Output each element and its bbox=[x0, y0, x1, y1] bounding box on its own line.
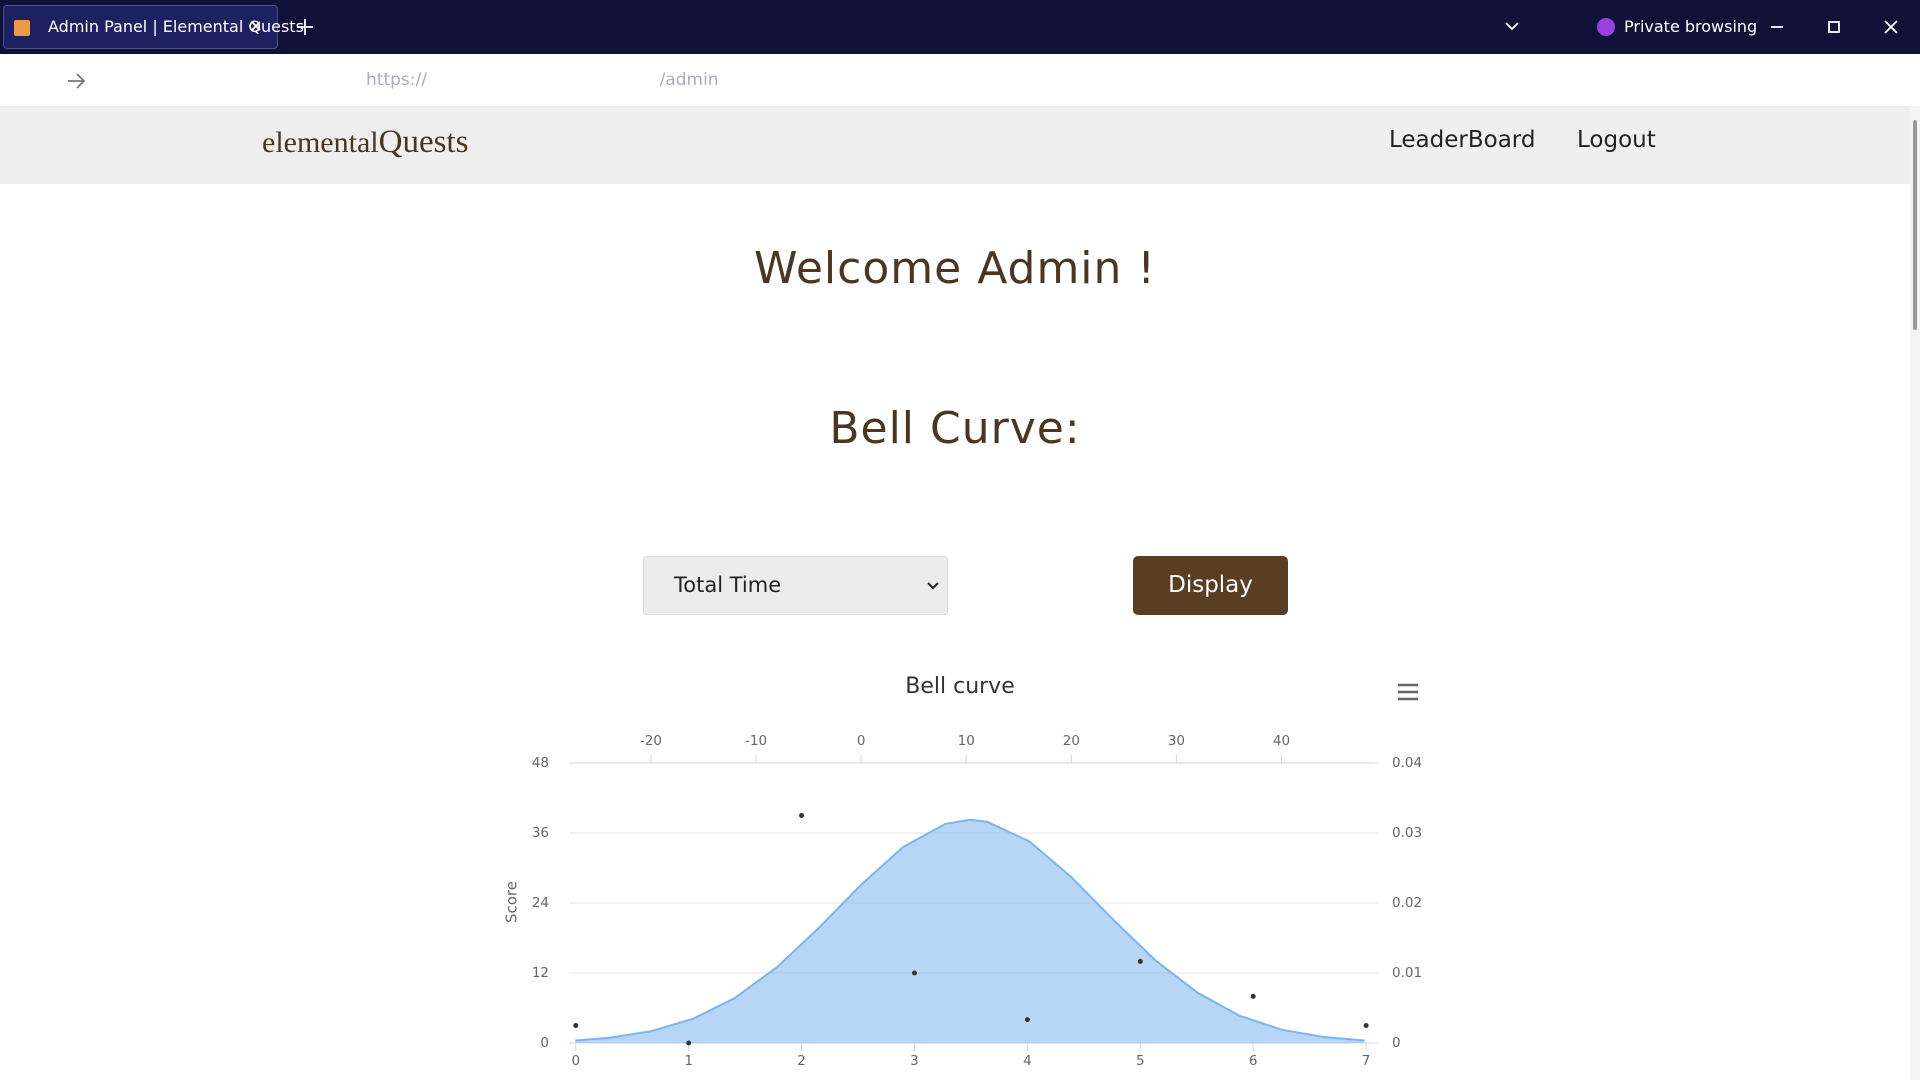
y2-tick-label: 0 bbox=[1392, 1035, 1401, 1051]
logo[interactable]: elementalQuests bbox=[262, 124, 468, 161]
y-tick-label: 24 bbox=[532, 895, 549, 911]
x2-tick-label: -20 bbox=[640, 733, 662, 749]
y2-tick-label: 0.04 bbox=[1392, 755, 1422, 771]
scroll-thumb[interactable] bbox=[1913, 120, 1917, 330]
score-point bbox=[1250, 993, 1256, 999]
logo-bold: Quests bbox=[378, 124, 469, 160]
x2-tick-label: 40 bbox=[1273, 733, 1290, 749]
x-tick-label: 4 bbox=[1023, 1053, 1032, 1069]
reload[interactable] bbox=[111, 68, 129, 88]
display-button[interactable]: Display bbox=[1133, 556, 1288, 615]
x2-tick-label: -10 bbox=[745, 733, 767, 749]
score-point bbox=[1363, 1023, 1369, 1028]
browser-icons bbox=[14, 18, 1898, 94]
forward bbox=[68, 73, 86, 89]
extensions[interactable] bbox=[1838, 72, 1852, 91]
x2-tick-label: 20 bbox=[1063, 733, 1080, 749]
close-window[interactable] bbox=[1884, 20, 1898, 34]
downloads[interactable] bbox=[1746, 72, 1762, 90]
nav-link[interactable]: Logout bbox=[1577, 127, 1656, 153]
bookmark[interactable] bbox=[1510, 69, 1534, 94]
chart: Bell curve Score 01224364800.010.020.030… bbox=[503, 674, 1423, 1069]
y2-tick-label: 0.02 bbox=[1392, 895, 1422, 911]
url-scheme: https:// bbox=[366, 70, 427, 90]
y2-tick-label: 0.03 bbox=[1392, 825, 1422, 841]
select-arrow bbox=[927, 582, 939, 590]
restore[interactable] bbox=[1828, 21, 1840, 33]
scrollbar[interactable] bbox=[1910, 106, 1920, 1080]
new-tab[interactable] bbox=[297, 19, 313, 35]
url-path: /admin bbox=[659, 70, 719, 90]
x-tick-label: 2 bbox=[797, 1053, 806, 1069]
private-label: Private browsing bbox=[1624, 17, 1758, 36]
tab-title: Admin Panel | Elemental Quests bbox=[48, 17, 304, 36]
x-tick-label: 7 bbox=[1362, 1053, 1371, 1069]
y-tick-label: 0 bbox=[540, 1035, 549, 1051]
shield[interactable] bbox=[300, 71, 318, 91]
url[interactable]: https://elemental-quests.glitch.me/admin bbox=[366, 61, 719, 100]
x-tick-label: 1 bbox=[684, 1053, 693, 1069]
score-point bbox=[573, 1023, 579, 1028]
x2-tick-label: 30 bbox=[1168, 733, 1185, 749]
x2-tick-label: 0 bbox=[857, 733, 866, 749]
bell-line bbox=[575, 818, 1365, 1042]
lock[interactable] bbox=[337, 79, 351, 91]
y-tick-label: 48 bbox=[532, 755, 549, 771]
chart-title: Bell curve bbox=[905, 674, 1014, 699]
x-tick-label: 5 bbox=[1136, 1053, 1145, 1069]
x-tick-label: 6 bbox=[1249, 1053, 1258, 1069]
x-tick-label: 3 bbox=[910, 1053, 919, 1069]
logo-light: elemental bbox=[262, 126, 379, 159]
tab-list[interactable] bbox=[1505, 22, 1519, 31]
score-point bbox=[911, 970, 917, 976]
tab-favicon bbox=[14, 20, 30, 36]
score-point bbox=[686, 1040, 692, 1046]
y-tick-label: 36 bbox=[532, 825, 549, 841]
score-point bbox=[799, 813, 805, 818]
score-point bbox=[1024, 1017, 1030, 1023]
site-header bbox=[0, 106, 1910, 184]
y2-tick-label: 0.01 bbox=[1392, 965, 1422, 981]
fullscreen[interactable] bbox=[1703, 73, 1719, 89]
menu[interactable] bbox=[1881, 74, 1897, 88]
nav-link[interactable]: LeaderBoard bbox=[1389, 127, 1536, 153]
tab-close[interactable] bbox=[251, 21, 261, 31]
chart-menu[interactable] bbox=[1398, 683, 1418, 701]
metric-select[interactable]: Total Time bbox=[643, 556, 948, 615]
private-icon bbox=[1597, 18, 1615, 36]
x2-tick-label: 10 bbox=[958, 733, 975, 749]
subheading: Bell Curve: bbox=[829, 403, 1081, 454]
score-point bbox=[1137, 958, 1143, 964]
back[interactable] bbox=[20, 73, 38, 89]
y-tick-label: 12 bbox=[532, 965, 549, 981]
active-tab[interactable]: Admin Panel | Elemental Quests bbox=[3, 5, 304, 49]
account[interactable] bbox=[1790, 71, 1810, 91]
x-tick-label: 0 bbox=[571, 1053, 580, 1069]
y-axis-label: Score bbox=[503, 881, 521, 923]
select-value: Total Time bbox=[674, 573, 782, 597]
url-host: elemental-quests.glitch.me bbox=[426, 70, 660, 90]
heading: Welcome Admin ! bbox=[753, 243, 1157, 294]
bell-area bbox=[575, 819, 1365, 1043]
